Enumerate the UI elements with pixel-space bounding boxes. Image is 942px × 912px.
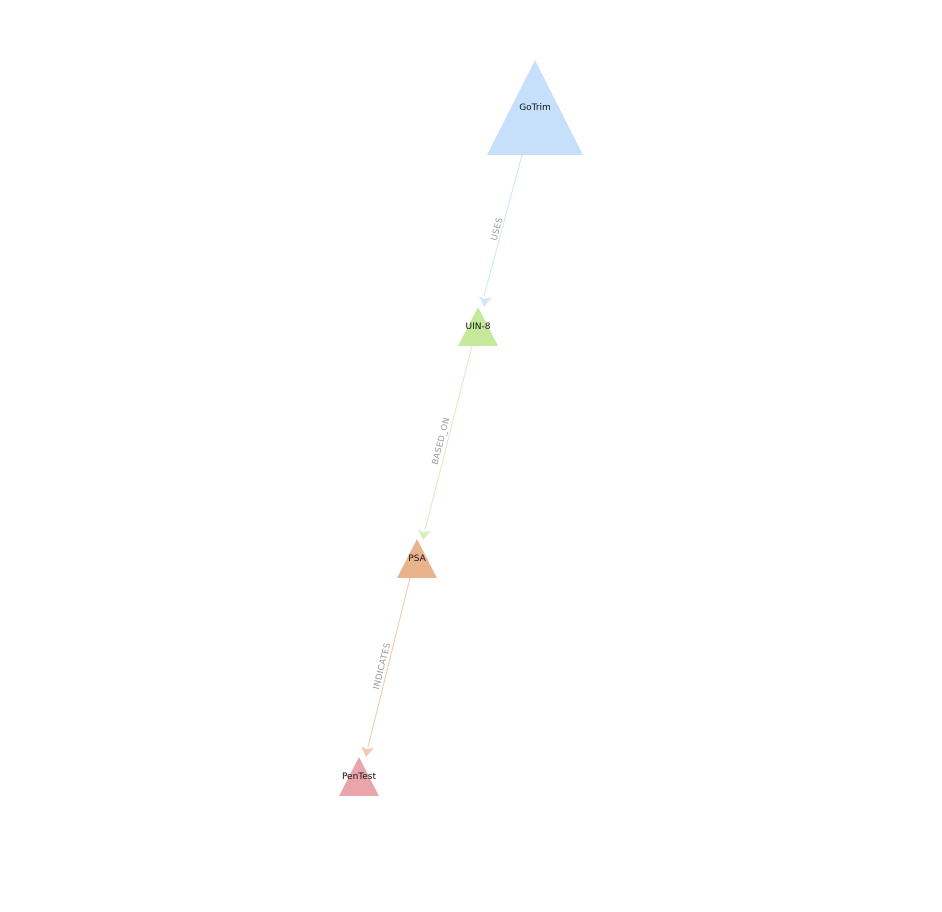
edge-indicates-label: INDICATES <box>372 642 393 691</box>
node-gotrim[interactable]: GoTrim <box>487 60 583 155</box>
edge-uses-label: USES <box>490 216 506 241</box>
edge-indicates-line <box>367 577 411 748</box>
node-pentest[interactable]: PenTest <box>339 757 379 796</box>
node-pentest-label: PenTest <box>342 772 377 782</box>
edge-uses-arrowhead <box>479 296 492 307</box>
edges: USES BASED_ON INDICATES <box>361 154 523 757</box>
edge-uses[interactable]: USES <box>479 154 523 307</box>
edge-based-on-label: BASED_ON <box>431 416 453 466</box>
edge-uses-line <box>483 154 523 297</box>
node-uin8-shape <box>458 307 498 346</box>
edge-based-on-line <box>424 345 473 531</box>
node-pentest-shape <box>339 757 379 796</box>
node-uin8[interactable]: UIN-8 <box>458 307 498 346</box>
node-psa-label: PSA <box>408 554 426 564</box>
node-psa[interactable]: PSA <box>397 539 437 578</box>
edge-indicates[interactable]: INDICATES <box>361 577 411 757</box>
nodes: GoTrim UIN-8 PSA PenTest <box>339 60 583 796</box>
node-gotrim-label: GoTrim <box>519 103 551 113</box>
node-psa-shape <box>397 539 437 578</box>
edge-based-on[interactable]: BASED_ON <box>418 345 473 540</box>
edge-indicates-arrowhead <box>361 746 374 757</box>
edge-based-on-arrowhead <box>418 529 431 540</box>
node-uin8-label: UIN-8 <box>466 322 491 332</box>
node-gotrim-shape <box>487 60 583 155</box>
